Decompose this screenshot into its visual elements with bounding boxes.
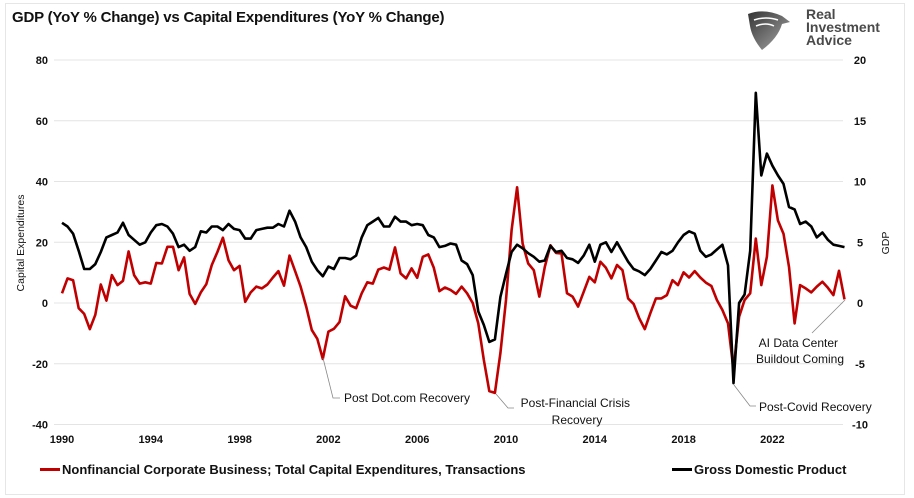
legend-label: Nonfinancial Corporate Business; Total C… — [62, 462, 526, 477]
x-tick-label: 2018 — [671, 434, 695, 446]
annotation-leader — [322, 357, 340, 399]
logo-line: Investment — [806, 19, 880, 35]
annotation-leader — [733, 384, 756, 407]
logo: Real Investment Advice — [744, 6, 894, 52]
y-tick-label: 20 — [36, 237, 48, 249]
x-tick-label: 2014 — [583, 434, 608, 446]
y2-tick-label: 10 — [854, 177, 866, 189]
y-tick-label: 80 — [36, 55, 48, 67]
x-tick-label: 1990 — [50, 434, 74, 446]
y2-tick-label: 15 — [854, 116, 866, 128]
annotation-ai: AI Data Center Buildout Coming — [756, 336, 844, 366]
annotation-dotcom: Post Dot.com Recovery — [344, 391, 470, 405]
legend-item-capex: Nonfinancial Corporate Business; Total C… — [40, 462, 526, 477]
series-line-gdp — [61, 91, 845, 385]
y2-tick-label: 20 — [854, 55, 866, 67]
y-tick-label: -20 — [32, 359, 48, 371]
annotation-covid: Post-Covid Recovery — [759, 400, 872, 414]
x-tick-label: 2006 — [405, 434, 429, 446]
legend-item-gdp: Gross Domestic Product — [672, 462, 846, 477]
y2-tick-label: 0 — [857, 298, 863, 310]
annotation-line: AI Data Center — [759, 336, 838, 350]
annotation-financial-crisis: Post-Financial Crisis Recovery — [521, 396, 634, 427]
legend-label: Gross Domestic Product — [694, 462, 847, 477]
annotation-line: Buildout Coming — [756, 352, 844, 366]
chart-title: GDP (YoY % Change) vs Capital Expenditur… — [12, 9, 445, 26]
y2-tick-label: -5 — [855, 359, 865, 371]
annotation-line: Post-Financial Crisis — [521, 396, 630, 410]
series-line-capex — [60, 184, 846, 395]
x-tick-label: 2022 — [760, 434, 784, 446]
annotation-leader — [811, 299, 846, 334]
y-tick-label: 40 — [36, 177, 48, 189]
logo-line: Real — [806, 6, 836, 22]
y-tick-label: 0 — [42, 298, 48, 310]
x-tick-label: 2002 — [316, 434, 340, 446]
y2-tick-label: -10 — [852, 420, 868, 432]
annotation-line: Recovery — [552, 413, 603, 427]
x-tick-label: 2010 — [494, 434, 518, 446]
y2-tick-label: 5 — [857, 237, 863, 249]
y2-axis-label: GDP — [880, 232, 892, 255]
chart-frame — [5, 3, 905, 495]
y-tick-label: 60 — [36, 116, 48, 128]
logo-line: Advice — [806, 32, 852, 48]
eagle-shield-icon — [748, 11, 790, 50]
legend-swatch-black — [672, 468, 692, 471]
y-axis-label: Capital Expenditures — [15, 195, 27, 292]
legend-swatch-red — [40, 468, 60, 471]
x-tick-label: 1994 — [139, 434, 164, 446]
annotation-leader — [495, 393, 514, 409]
y-tick-label: -40 — [32, 420, 48, 432]
x-tick-label: 1998 — [227, 434, 251, 446]
